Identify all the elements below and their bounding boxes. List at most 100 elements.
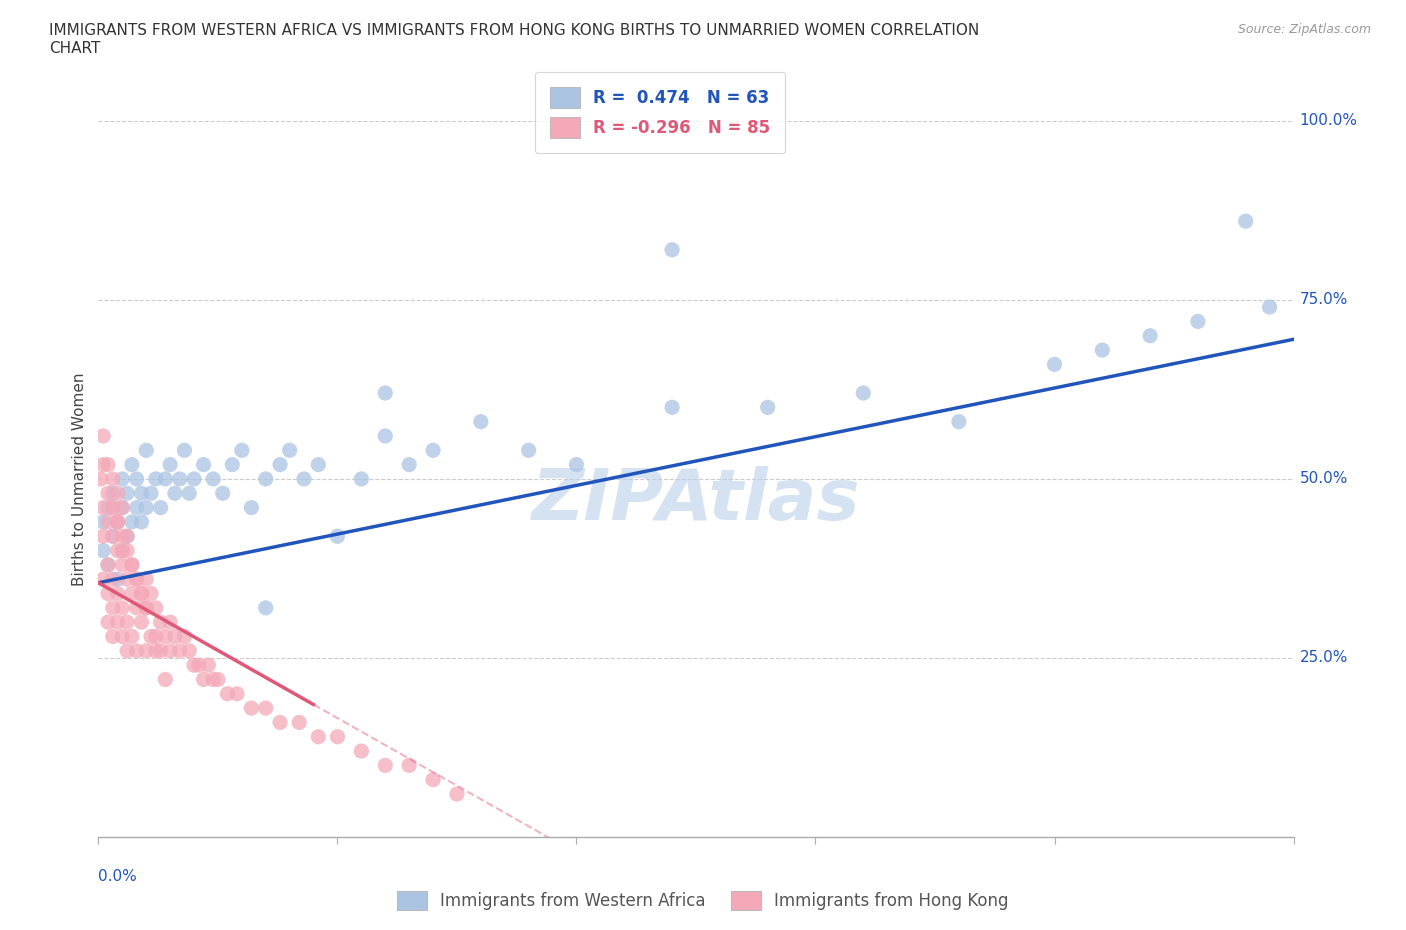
Point	[187, 658, 209, 672]
Point	[125, 601, 148, 616]
Text: IMMIGRANTS FROM WESTERN AFRICA VS IMMIGRANTS FROM HONG KONG BIRTHS TO UNMARRIED : IMMIGRANTS FROM WESTERN AFRICA VS IMMIGR…	[49, 23, 980, 56]
Point	[111, 557, 134, 572]
Point	[169, 472, 191, 486]
Point	[121, 557, 143, 572]
Point	[1258, 299, 1281, 314]
Point	[125, 472, 148, 486]
Point	[135, 601, 157, 616]
Point	[374, 429, 396, 444]
Point	[288, 715, 311, 730]
Point	[131, 586, 153, 601]
Point	[149, 615, 172, 630]
Point	[107, 514, 129, 529]
Point	[398, 758, 420, 773]
Point	[101, 500, 124, 515]
Point	[202, 472, 225, 486]
Point	[326, 529, 349, 544]
Point	[97, 514, 120, 529]
Point	[278, 443, 301, 458]
Point	[91, 529, 114, 544]
Point	[217, 686, 239, 701]
Legend: Immigrants from Western Africa, Immigrants from Hong Kong: Immigrants from Western Africa, Immigran…	[391, 884, 1015, 917]
Text: 50.0%: 50.0%	[1299, 472, 1348, 486]
Point	[207, 672, 229, 687]
Point	[111, 629, 134, 644]
Point	[135, 443, 157, 458]
Point	[91, 572, 114, 587]
Point	[131, 586, 153, 601]
Point	[254, 601, 277, 616]
Point	[115, 529, 138, 544]
Point	[149, 644, 172, 658]
Point	[374, 758, 396, 773]
Point	[159, 615, 181, 630]
Point	[101, 629, 124, 644]
Point	[101, 472, 124, 486]
Point	[135, 500, 157, 515]
Point	[240, 700, 263, 715]
Point	[374, 386, 396, 401]
Point	[221, 458, 243, 472]
Text: 75.0%: 75.0%	[1299, 292, 1348, 308]
Point	[145, 629, 167, 644]
Point	[254, 472, 277, 486]
Point	[193, 672, 215, 687]
Point	[756, 400, 779, 415]
Point	[97, 485, 120, 500]
Point	[131, 485, 153, 500]
Point	[111, 529, 134, 544]
Point	[111, 500, 134, 515]
Point	[446, 787, 468, 802]
Point	[565, 458, 588, 472]
Point	[202, 672, 225, 687]
Point	[155, 672, 177, 687]
Point	[159, 644, 181, 658]
Point	[163, 629, 186, 644]
Point	[107, 514, 129, 529]
Point	[470, 414, 492, 429]
Point	[121, 514, 143, 529]
Point	[91, 543, 114, 558]
Point	[135, 572, 157, 587]
Point	[159, 458, 181, 472]
Point	[163, 485, 186, 500]
Point	[193, 458, 215, 472]
Point	[121, 458, 143, 472]
Point	[183, 658, 205, 672]
Point	[101, 529, 124, 544]
Point	[1187, 314, 1209, 329]
Point	[1139, 328, 1161, 343]
Point	[422, 443, 444, 458]
Text: 0.0%: 0.0%	[98, 870, 138, 884]
Point	[149, 500, 172, 515]
Point	[852, 386, 875, 401]
Point	[111, 543, 134, 558]
Point	[145, 601, 167, 616]
Point	[661, 400, 683, 415]
Point	[111, 601, 134, 616]
Point	[125, 572, 148, 587]
Point	[661, 243, 683, 258]
Point	[101, 485, 124, 500]
Point	[169, 644, 191, 658]
Point	[173, 443, 195, 458]
Point	[350, 744, 373, 759]
Point	[97, 615, 120, 630]
Point	[145, 472, 167, 486]
Point	[121, 557, 143, 572]
Legend: R =  0.474   N = 63, R = -0.296   N = 85: R = 0.474 N = 63, R = -0.296 N = 85	[534, 72, 786, 153]
Point	[398, 458, 420, 472]
Point	[292, 472, 315, 486]
Point	[125, 644, 148, 658]
Point	[115, 543, 138, 558]
Point	[91, 429, 114, 444]
Point	[231, 443, 253, 458]
Point	[115, 572, 138, 587]
Point	[107, 543, 129, 558]
Point	[422, 772, 444, 787]
Point	[307, 729, 329, 744]
Point	[131, 615, 153, 630]
Point	[131, 514, 153, 529]
Text: ZIPAtlas: ZIPAtlas	[531, 466, 860, 535]
Point	[97, 557, 120, 572]
